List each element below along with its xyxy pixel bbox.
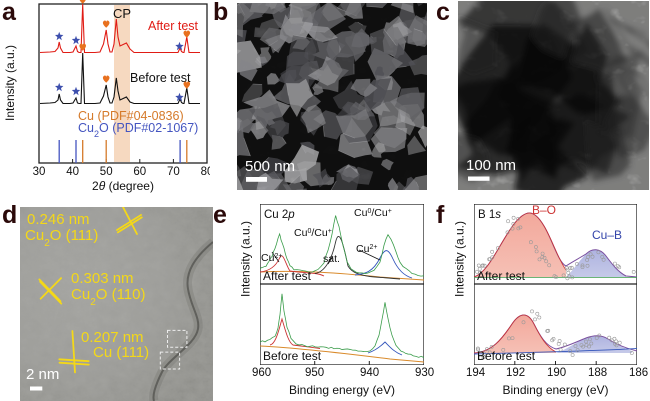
svg-text:Cu (111): Cu (111)	[93, 344, 149, 361]
svg-text:500 nm: 500 nm	[245, 158, 295, 175]
svg-text:40: 40	[66, 166, 79, 178]
svg-text:Cu2O (PDF#02-1067): Cu2O (PDF#02-1067)	[78, 121, 198, 139]
svg-text:2θ (degree): 2θ (degree)	[92, 179, 154, 193]
svg-text:Before test: Before test	[263, 349, 322, 363]
svg-text:CP: CP	[113, 6, 131, 21]
svg-text:80: 80	[201, 166, 210, 178]
svg-text:70: 70	[167, 166, 180, 178]
svg-text:B 1s: B 1s	[478, 209, 501, 221]
svg-text:Before test: Before test	[477, 349, 536, 363]
svg-text:B–O: B–O	[532, 204, 556, 217]
svg-text:Cu–B: Cu–B	[592, 228, 622, 242]
svg-text:Before test: Before test	[130, 71, 191, 85]
svg-text:50: 50	[100, 166, 113, 178]
svg-text:After test: After test	[263, 269, 312, 283]
svg-text:0.303 nm: 0.303 nm	[71, 270, 134, 287]
svg-text:Cu0/Cu+: Cu0/Cu+	[294, 227, 332, 239]
svg-text:30: 30	[33, 166, 46, 178]
svg-text:2 nm: 2 nm	[26, 366, 59, 383]
svg-text:0.246 nm: 0.246 nm	[27, 211, 90, 228]
svg-text:Cu 2p: Cu 2p	[264, 209, 295, 221]
svg-text:After test: After test	[477, 269, 526, 283]
svg-text:Intensity (a.u.): Intensity (a.u.)	[3, 45, 17, 121]
svg-text:60: 60	[133, 166, 146, 178]
svg-text:Cu0/Cu+: Cu0/Cu+	[354, 207, 392, 219]
svg-text:100 nm: 100 nm	[466, 157, 516, 174]
svg-text:After test: After test	[148, 19, 199, 33]
